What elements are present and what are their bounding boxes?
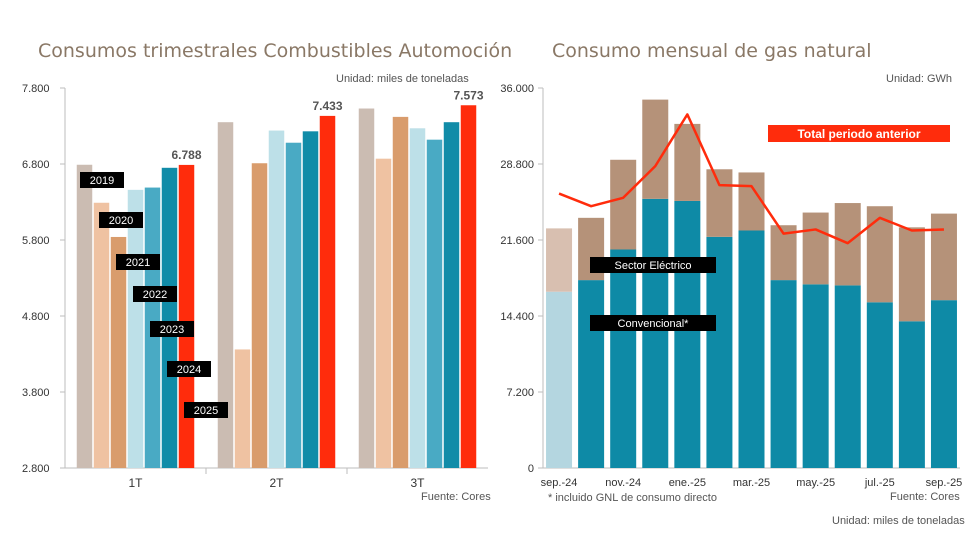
legend-label-2025: 2025: [194, 405, 218, 417]
bar-convencional-sep.-24: [546, 291, 573, 468]
bar-sector-electrico-ago.-25: [898, 227, 925, 322]
right-x-tick-label: nov.-24: [605, 477, 641, 489]
line-total-periodo-anterior: [558, 113, 945, 245]
right-y-tick-label: 28.800: [500, 159, 534, 171]
bar-sector-electrico-mar.-25: [738, 172, 765, 231]
legend-box-2023: [150, 321, 194, 337]
legend-box-total-periodo-anterior: [768, 125, 950, 142]
bar-2023-3T: [426, 139, 443, 468]
right-x-tick-label: may.-25: [796, 477, 835, 489]
legend-label-2022: 2022: [143, 289, 167, 301]
bar-convencional-sep.-25: [930, 300, 957, 468]
bar-sector-electrico-feb.-25: [706, 169, 733, 237]
right-y-tick-label: 0: [528, 463, 534, 475]
legend-box-2019: [80, 172, 124, 188]
bar-convencional-may.-25: [802, 284, 829, 468]
left-x-tick-label: 1T: [128, 476, 143, 490]
left-x-tick-label: 2T: [269, 476, 284, 490]
legend-box-sector-electrico: [590, 257, 716, 273]
bar-2022-2T: [268, 130, 285, 468]
right-x-tick-label: sep.-24: [541, 477, 578, 489]
right-unit-label: Unidad: GWh: [886, 73, 953, 85]
right-x-tick-label: ene.-25: [669, 477, 706, 489]
bar-convencional-jun.-25: [834, 285, 861, 468]
right-source-label: Fuente: Cores: [890, 491, 960, 503]
bar-convencional-abr.-25: [770, 280, 797, 468]
bar-2020-2T: [234, 349, 251, 468]
bar-2022-1T: [127, 189, 144, 468]
bottom-unit-label: Unidad: miles de toneladas: [832, 515, 965, 527]
legend-label-total-periodo-anterior: Total periodo anterior: [797, 127, 920, 141]
value-label-3T: 7.573: [453, 88, 483, 102]
legend-box-2025: [184, 402, 228, 418]
bar-convencional-ene.-25: [674, 200, 701, 468]
right-chart-title: Consumo mensual de gas natural: [552, 40, 872, 62]
bar-sector-electrico-ene.-25: [674, 123, 701, 201]
bar-2020-1T: [93, 202, 110, 468]
bar-sector-electrico-sep.-24: [546, 228, 573, 292]
bar-2023-2T: [285, 142, 302, 468]
legend-label-2021: 2021: [126, 257, 150, 269]
bar-convencional-mar.-25: [738, 230, 765, 468]
bar-2022-3T: [409, 128, 426, 468]
legend-box-convencional: [590, 315, 716, 331]
left-y-tick-label: 2.800: [22, 463, 50, 475]
left-chart-title: Consumos trimestrales Combustibles Autom…: [38, 40, 513, 62]
left-y-tick-label: 7.800: [22, 83, 50, 95]
bar-2024-3T: [443, 122, 460, 468]
legend-box-2022: [133, 286, 177, 302]
bar-2019-2T: [217, 122, 234, 468]
right-x-tick-label: sep.-25: [926, 477, 963, 489]
left-unit-label: Unidad: miles de toneladas: [336, 73, 469, 85]
right-x-tick-label: jul.-25: [864, 477, 895, 489]
bar-2021-1T: [110, 236, 127, 468]
bar-2024-1T: [161, 167, 178, 469]
bar-2025-3T: [460, 105, 477, 468]
bar-2020-3T: [375, 158, 392, 468]
right-y-tick-label: 21.600: [500, 235, 534, 247]
bar-sector-electrico-may.-25: [802, 212, 829, 285]
bar-convencional-nov.-24: [610, 249, 637, 468]
legend-label-sector-electrico: Sector Eléctrico: [614, 260, 691, 272]
footnote: * incluido GNL de consumo directo: [548, 492, 717, 504]
bar-sector-electrico-sep.-25: [930, 213, 957, 301]
left-y-tick-label: 6.800: [22, 159, 50, 171]
left-y-tick-label: 5.800: [22, 235, 50, 247]
bar-2021-3T: [392, 116, 409, 468]
bar-2025-1T: [178, 164, 195, 469]
bar-2019-3T: [358, 108, 375, 469]
bar-2021-2T: [251, 163, 268, 469]
legend-label-2019: 2019: [90, 175, 114, 187]
left-x-tick-label: 3T: [410, 476, 425, 490]
right-y-tick-label: 14.400: [500, 311, 534, 323]
value-label-1T: 6.788: [171, 148, 201, 162]
right-y-tick-label: 7.200: [506, 387, 534, 399]
bar-convencional-jul.-25: [866, 302, 893, 468]
right-x-tick-label: mar.-25: [733, 477, 770, 489]
value-label-2T: 7.433: [312, 99, 342, 113]
bar-sector-electrico-dic.-24: [642, 99, 669, 199]
legend-box-2021: [116, 254, 160, 270]
bar-sector-electrico-nov.-24: [610, 159, 637, 250]
legend-label-convencional: Convencional*: [618, 318, 690, 330]
bar-convencional-ago.-25: [898, 321, 925, 468]
left-y-tick-label: 4.800: [22, 311, 50, 323]
bar-convencional-dic.-24: [642, 198, 669, 469]
right-y-tick-label: 36.000: [500, 83, 534, 95]
left-source-label: Fuente: Cores: [421, 491, 491, 503]
bar-convencional-oct.-24: [578, 280, 605, 468]
bar-2019-1T: [76, 164, 93, 468]
bar-2024-2T: [302, 131, 319, 468]
bar-convencional-feb.-25: [706, 236, 733, 468]
legend-label-2020: 2020: [109, 215, 133, 227]
bar-2025-2T: [319, 115, 336, 468]
legend-label-2023: 2023: [160, 324, 184, 336]
legend-box-2024: [167, 361, 211, 377]
legend-box-2020: [99, 212, 143, 228]
legend-label-2024: 2024: [177, 364, 201, 376]
left-y-tick-label: 3.800: [22, 387, 50, 399]
